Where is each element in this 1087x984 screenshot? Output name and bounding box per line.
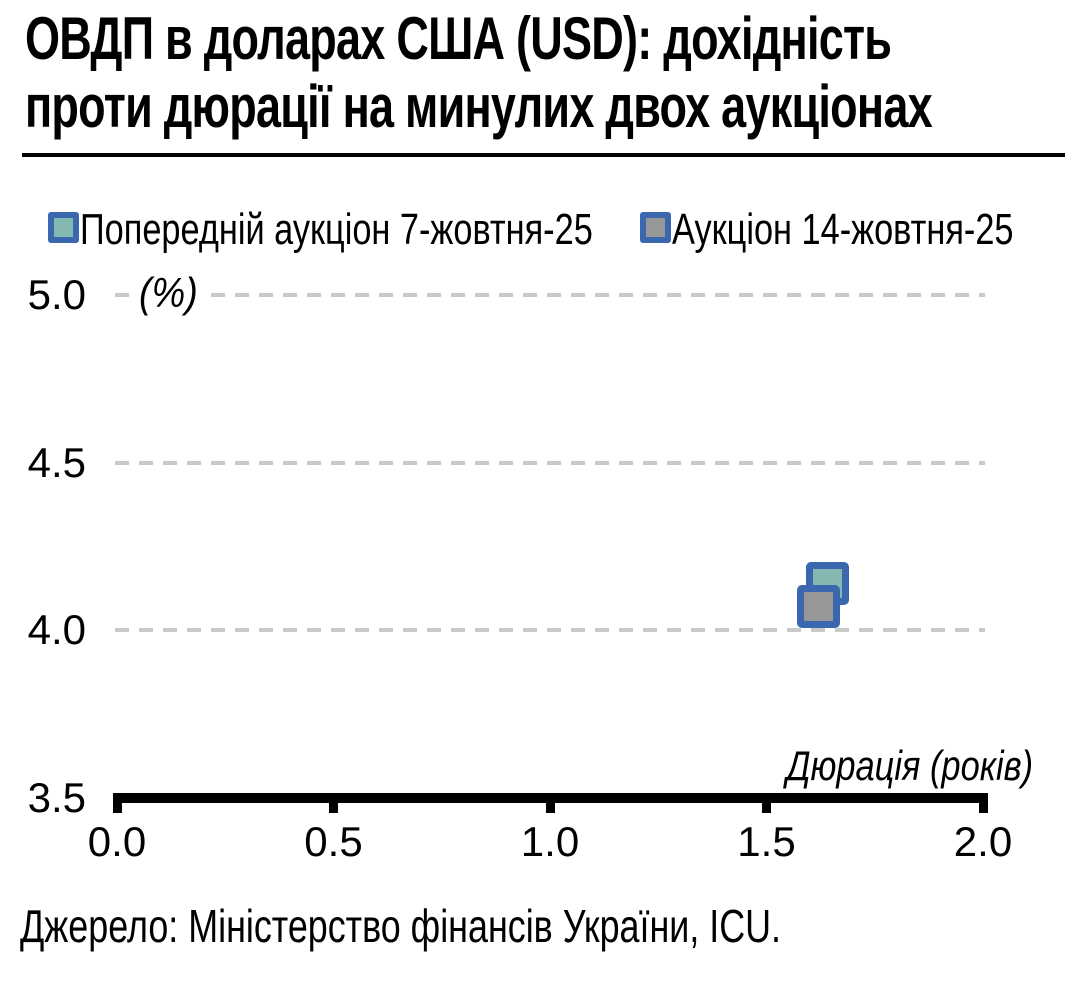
data-point-series-2 <box>796 585 840 629</box>
x-axis-title: Дюрація (років) <box>786 742 1033 789</box>
y-gridline <box>115 293 985 297</box>
chart-title-line-2: проти дюрації на минулих двох аукціонах <box>25 73 933 140</box>
y-tick-label: 4.0 <box>27 606 86 653</box>
x-tick-mark <box>978 793 988 813</box>
x-tick-mark <box>112 793 122 813</box>
y-tick-label: 4.5 <box>27 438 86 486</box>
x-tick-label: 0.0 <box>87 818 147 865</box>
legend-swatch-current-auction <box>640 212 671 243</box>
legend-label-previous-auction: Попередній аукціон 7-жовтня-25 <box>80 205 593 254</box>
x-tick-mark <box>762 793 771 813</box>
y-tick-label: 3.5 <box>27 773 86 821</box>
title-divider <box>22 153 1065 157</box>
x-tick-mark <box>545 793 555 813</box>
legend-label-current-auction: Аукціон 14-жовтня-25 <box>672 205 1014 254</box>
chart-title-line-1: ОВДП в доларах США (USD): дохідність <box>25 5 892 72</box>
x-tick-label: 0.5 <box>304 818 363 865</box>
y-gridline <box>115 628 985 632</box>
x-tick-label: 1.5 <box>737 818 796 865</box>
y-tick-label: 5.0 <box>27 271 86 318</box>
legend-swatch-previous-auction <box>48 212 79 243</box>
y-axis-unit-label: (%) <box>130 268 207 324</box>
x-tick-label: 2.0 <box>953 818 1013 865</box>
source-note: Джерело: Міністерство фінансів України, … <box>20 900 782 952</box>
x-tick-label: 1.0 <box>520 818 580 865</box>
x-tick-mark <box>329 793 338 813</box>
chart-title: ОВДП в доларах США (USD): дохідність про… <box>25 5 1087 141</box>
y-gridline <box>115 460 985 465</box>
